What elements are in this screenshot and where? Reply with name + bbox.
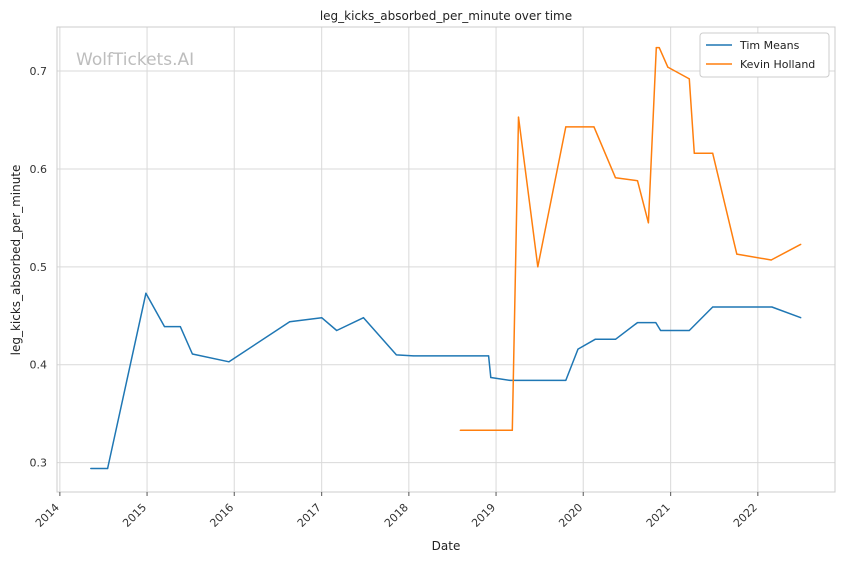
data-point-tim-means <box>655 322 657 324</box>
data-point-kevin-holland <box>658 46 660 49</box>
series-lines <box>90 46 802 470</box>
y-tick-label: 0.7 <box>30 65 48 78</box>
data-point-kevin-holland <box>593 126 595 128</box>
data-point-kevin-holland <box>736 253 738 255</box>
data-point-tim-means <box>688 329 690 332</box>
data-point-tim-means <box>163 325 166 328</box>
data-point-kevin-holland <box>517 116 520 118</box>
data-point-kevin-holland <box>655 46 657 49</box>
x-axis-title: Date <box>432 539 461 553</box>
data-point-tim-means <box>191 353 194 355</box>
legend-label-kevin-holland: Kevin Holland <box>740 58 815 71</box>
data-point-tim-means <box>145 292 147 294</box>
y-tick-label: 0.6 <box>30 163 48 176</box>
data-point-tim-means <box>800 317 802 319</box>
data-point-tim-means <box>614 338 617 340</box>
data-point-tim-means <box>509 379 511 381</box>
data-point-kevin-holland <box>800 243 802 245</box>
data-point-kevin-holland <box>565 126 567 128</box>
data-point-tim-means <box>565 379 567 381</box>
data-point-tim-means <box>107 467 109 470</box>
data-point-kevin-holland <box>770 259 772 261</box>
data-point-tim-means <box>594 338 596 340</box>
data-point-tim-means <box>289 321 291 323</box>
data-point-tim-means <box>636 322 639 324</box>
data-point-kevin-holland <box>688 78 690 80</box>
data-point-kevin-holland <box>693 152 695 154</box>
data-point-tim-means <box>577 348 579 350</box>
data-point-tim-means <box>362 317 365 319</box>
watermark-text: WolfTickets.AI <box>76 50 194 70</box>
data-point-tim-means <box>412 355 414 357</box>
y-tick-label: 0.5 <box>30 261 48 274</box>
data-point-tim-means <box>660 329 662 332</box>
data-point-tim-means <box>395 354 398 356</box>
data-point-tim-means <box>771 306 773 308</box>
data-point-tim-means <box>228 361 230 363</box>
plot-frame <box>56 26 836 493</box>
data-point-kevin-holland <box>667 66 669 68</box>
data-point-kevin-holland <box>511 429 513 431</box>
data-point-kevin-holland <box>614 177 617 179</box>
data-point-tim-means <box>336 329 338 332</box>
chart-title: leg_kicks_absorbed_per_minute over time <box>320 9 572 23</box>
series-line-kevin-holland <box>460 46 802 432</box>
legend: Tim Means Kevin Holland <box>699 32 830 78</box>
data-point-tim-means <box>321 317 323 319</box>
data-point-tim-means <box>179 325 181 328</box>
data-point-kevin-holland <box>636 180 639 182</box>
data-point-tim-means <box>90 467 92 470</box>
data-point-tim-means <box>490 376 492 379</box>
y-axis-ticks: 0.3 0.4 0.5 0.6 0.7 <box>30 65 48 470</box>
data-point-tim-means <box>488 355 490 357</box>
y-tick-label: 0.4 <box>30 359 48 372</box>
y-axis-title: leg_kicks_absorbed_per_minute <box>9 165 23 356</box>
data-point-kevin-holland <box>647 222 650 224</box>
data-point-kevin-holland <box>712 152 714 154</box>
legend-label-tim-means: Tim Means <box>739 39 800 52</box>
y-tick-label: 0.3 <box>30 457 48 470</box>
data-point-kevin-holland <box>459 429 461 431</box>
data-point-kevin-holland <box>537 266 539 268</box>
data-point-tim-means <box>712 306 714 308</box>
legend-box <box>699 32 830 78</box>
